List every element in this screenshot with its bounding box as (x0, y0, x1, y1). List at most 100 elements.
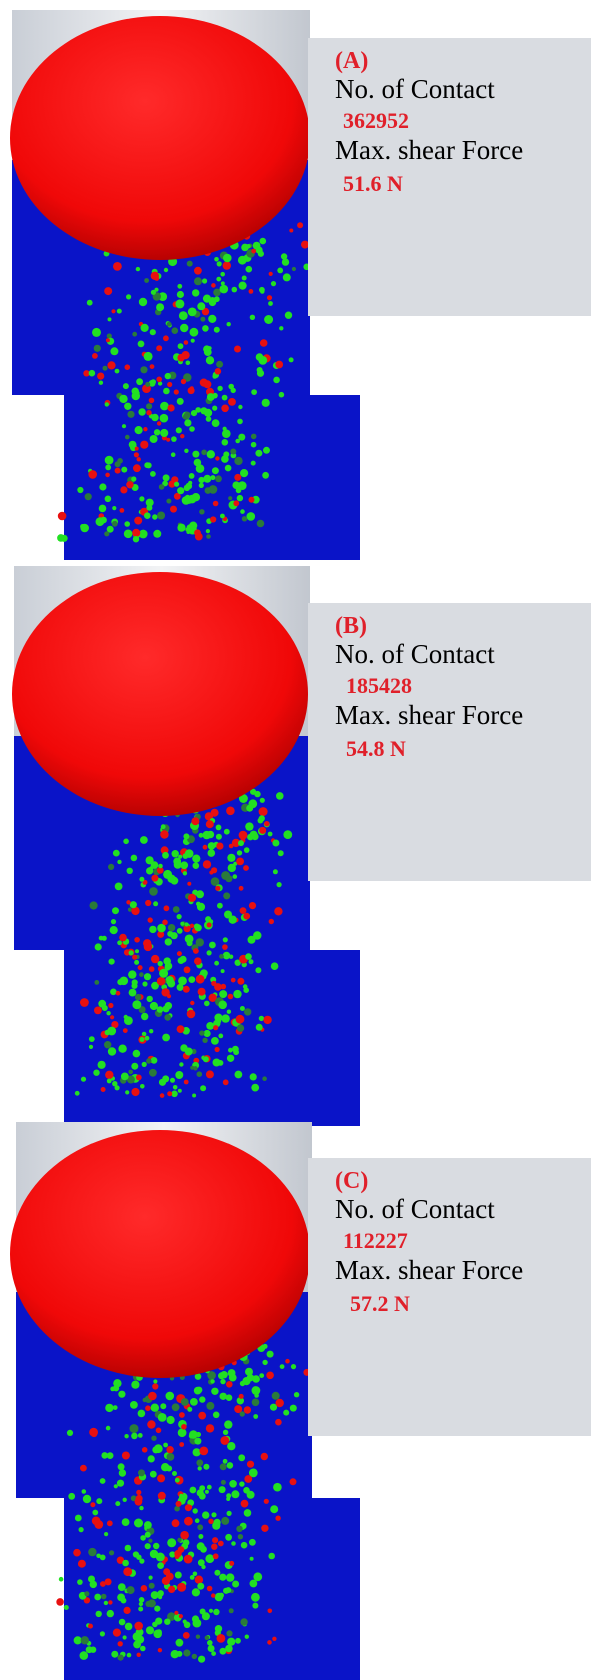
particle (182, 853, 189, 859)
particle (92, 353, 98, 359)
particle (238, 830, 248, 840)
particle (228, 1608, 234, 1614)
particle (177, 957, 185, 964)
particle (259, 339, 268, 347)
particle (126, 867, 133, 874)
particle (233, 989, 242, 999)
particle (141, 1447, 148, 1453)
particle (105, 472, 110, 478)
particle (140, 1645, 146, 1652)
particle (232, 874, 238, 879)
shear-label: Max. shear Force (335, 1255, 524, 1285)
particle (198, 482, 204, 488)
particle (258, 1015, 265, 1022)
particle (157, 1590, 164, 1597)
particle (202, 1511, 210, 1519)
particle (205, 529, 210, 534)
particle (99, 1631, 105, 1637)
particle (124, 521, 130, 527)
particle (149, 364, 155, 369)
particle (248, 289, 254, 294)
particle (137, 965, 143, 971)
particle (121, 466, 128, 473)
particle (198, 1534, 204, 1539)
particle (194, 1437, 202, 1445)
particle (172, 906, 180, 913)
particle (206, 1022, 215, 1030)
particle (249, 1073, 257, 1081)
particle (191, 1653, 197, 1660)
particle (94, 1520, 104, 1529)
particle (201, 449, 207, 456)
particle (101, 1005, 108, 1011)
particle (137, 340, 145, 348)
particle (267, 831, 273, 837)
particle (179, 1062, 184, 1067)
particle (146, 403, 153, 410)
particle (163, 267, 169, 273)
particle (278, 391, 285, 398)
particle (247, 935, 256, 944)
particle (255, 449, 263, 457)
particle (94, 980, 100, 985)
particle (256, 367, 263, 373)
particle (246, 512, 256, 521)
particle (204, 487, 212, 494)
particle (137, 1433, 143, 1438)
particle (203, 474, 212, 483)
particle (248, 959, 254, 965)
particle (119, 508, 125, 513)
particle (192, 1508, 198, 1514)
particle (106, 1520, 113, 1527)
particle (106, 333, 112, 339)
particle (124, 1622, 133, 1631)
particle (251, 1592, 260, 1602)
contact-value: 185428 (346, 673, 412, 698)
particle (196, 1071, 203, 1077)
particle (199, 1446, 209, 1456)
particle (206, 950, 212, 956)
particle (197, 987, 206, 996)
particle (95, 1610, 102, 1618)
particle (123, 838, 129, 845)
particle (258, 807, 268, 817)
particle (214, 960, 220, 966)
particle (203, 1463, 210, 1470)
particle (194, 1518, 200, 1523)
particle (184, 448, 189, 453)
particle (215, 885, 221, 891)
particle (170, 876, 179, 885)
particle (73, 1636, 82, 1645)
particle (106, 1011, 111, 1016)
particle (155, 1427, 162, 1434)
particle (220, 271, 225, 277)
particle (180, 1530, 189, 1540)
particle (107, 361, 116, 370)
particle (148, 1582, 155, 1589)
particle (196, 901, 201, 907)
info-box-a: (A) No. of Contact 362952 Max. shear For… (308, 38, 591, 316)
particle (227, 1637, 236, 1646)
particle (157, 511, 166, 520)
particle (182, 1632, 190, 1639)
particle (198, 476, 205, 484)
particle (216, 842, 224, 850)
particle (156, 376, 162, 383)
particle (135, 1494, 143, 1503)
particle (277, 850, 284, 857)
particle (228, 843, 234, 849)
particle (90, 1502, 96, 1508)
particle (126, 294, 132, 300)
particle (225, 1587, 232, 1594)
particle (180, 861, 189, 870)
particle (176, 983, 184, 991)
particle (177, 1088, 182, 1093)
particle (291, 266, 296, 272)
particle (218, 1033, 224, 1039)
particle (279, 1364, 285, 1369)
particle (217, 1540, 224, 1547)
particle (175, 299, 185, 309)
contact-label: No. of Contact (335, 639, 495, 669)
particle (167, 1091, 173, 1097)
particle (272, 839, 280, 847)
